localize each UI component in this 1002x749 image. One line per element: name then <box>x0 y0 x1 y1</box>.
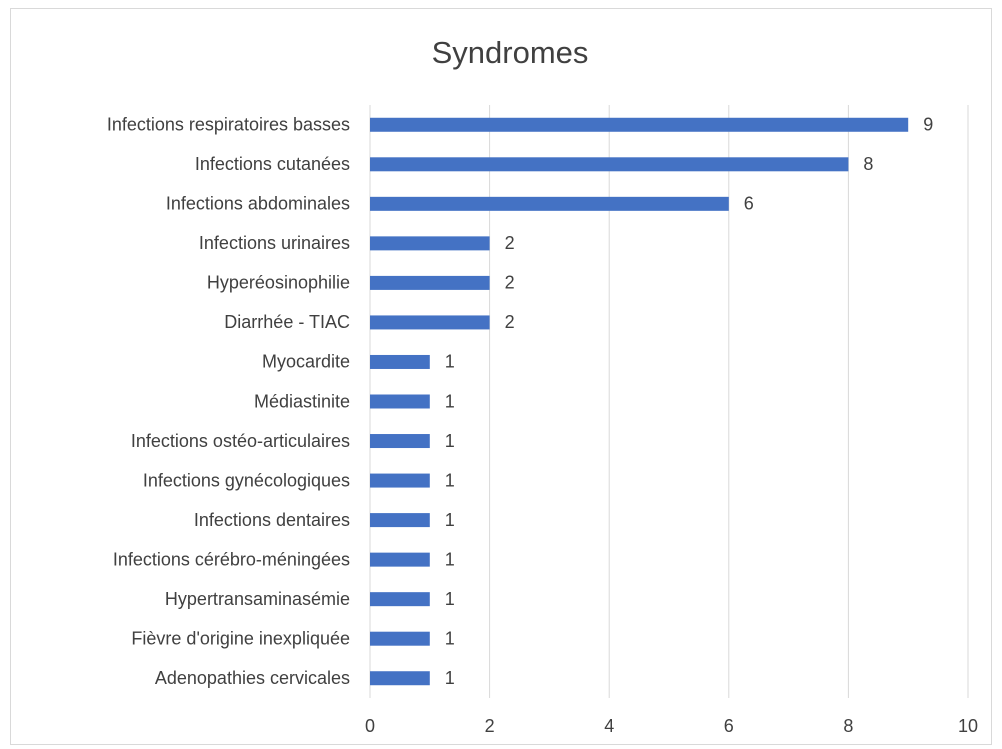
bar <box>370 671 430 686</box>
data-label: 8 <box>863 154 873 174</box>
data-label: 1 <box>445 391 455 411</box>
data-label: 1 <box>445 510 455 530</box>
x-tick-label: 2 <box>485 716 495 736</box>
data-label: 6 <box>744 194 754 214</box>
y-tick-label: Infections respiratoires basses <box>107 115 350 135</box>
y-tick-label: Fièvre d'origine inexpliquée <box>131 628 350 648</box>
y-tick-label: Hyperéosinophilie <box>207 273 350 293</box>
x-tick-label: 4 <box>604 716 614 736</box>
y-tick-label: Infections gynécologiques <box>143 470 350 490</box>
bar <box>370 157 849 172</box>
bar <box>370 394 430 409</box>
bar <box>370 513 430 528</box>
bar <box>370 552 430 567</box>
bar <box>370 196 729 211</box>
data-label: 2 <box>505 312 515 332</box>
chart-title: Syndromes <box>432 35 589 70</box>
x-tick-label: 8 <box>843 716 853 736</box>
y-tick-label: Infections cérébro-méningées <box>113 549 350 569</box>
bar <box>370 117 909 132</box>
y-tick-label: Hypertransaminasémie <box>165 589 350 609</box>
y-tick-label: Infections abdominales <box>166 194 350 214</box>
bar <box>370 434 430 449</box>
x-tick-label: 0 <box>365 716 375 736</box>
y-tick-label: Infections dentaires <box>194 510 350 530</box>
x-tick-label: 6 <box>724 716 734 736</box>
bar <box>370 315 490 330</box>
data-label: 2 <box>505 233 515 253</box>
data-label: 1 <box>445 470 455 490</box>
y-tick-label: Myocardite <box>262 352 350 372</box>
data-label: 1 <box>445 352 455 372</box>
y-tick-label: Médiastinite <box>254 391 350 411</box>
bar <box>370 236 490 251</box>
data-label: 1 <box>445 431 455 451</box>
bar <box>370 354 430 369</box>
bar <box>370 592 430 607</box>
y-tick-label: Infections cutanées <box>195 154 350 174</box>
x-tick-label: 10 <box>958 716 978 736</box>
data-label: 1 <box>445 549 455 569</box>
data-label: 1 <box>445 668 455 688</box>
y-tick-label: Diarrhée - TIAC <box>224 312 350 332</box>
bar <box>370 473 430 488</box>
data-label: 2 <box>505 273 515 293</box>
data-label: 9 <box>923 115 933 135</box>
y-tick-label: Infections urinaires <box>199 233 350 253</box>
y-tick-label: Adenopathies cervicales <box>155 668 350 688</box>
bar <box>370 631 430 646</box>
data-label: 1 <box>445 628 455 648</box>
bar <box>370 275 490 290</box>
y-tick-label: Infections ostéo-articulaires <box>131 431 350 451</box>
data-label: 1 <box>445 589 455 609</box>
